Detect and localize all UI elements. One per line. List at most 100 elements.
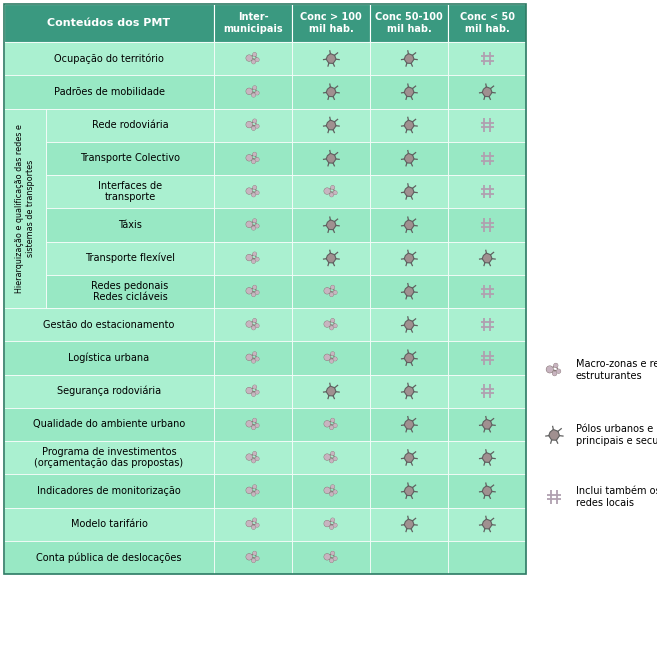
Polygon shape xyxy=(482,253,492,263)
Polygon shape xyxy=(404,319,414,330)
Circle shape xyxy=(251,426,256,430)
Bar xyxy=(4,541,214,574)
Circle shape xyxy=(324,487,330,493)
Circle shape xyxy=(246,321,252,327)
Bar xyxy=(370,4,448,42)
Text: Pólos urbanos e rede
principais e secundárias: Pólos urbanos e rede principais e secund… xyxy=(576,424,657,446)
Circle shape xyxy=(330,293,334,297)
Circle shape xyxy=(330,459,334,463)
Bar xyxy=(292,541,370,574)
Bar xyxy=(292,375,370,408)
Circle shape xyxy=(253,418,257,422)
Circle shape xyxy=(333,457,338,461)
Circle shape xyxy=(252,93,256,97)
Bar xyxy=(292,341,370,375)
Circle shape xyxy=(246,454,252,460)
Circle shape xyxy=(556,369,561,373)
Polygon shape xyxy=(404,453,414,462)
Circle shape xyxy=(324,287,330,294)
Polygon shape xyxy=(404,286,414,296)
Circle shape xyxy=(252,551,257,555)
Circle shape xyxy=(252,126,256,130)
Bar xyxy=(214,408,292,441)
Circle shape xyxy=(333,290,337,295)
Circle shape xyxy=(246,221,253,228)
Bar xyxy=(292,441,370,474)
Circle shape xyxy=(324,321,330,327)
Text: Rede rodoviária: Rede rodoviária xyxy=(92,120,168,130)
Circle shape xyxy=(252,451,257,456)
Bar xyxy=(4,42,214,75)
Circle shape xyxy=(252,459,256,463)
Polygon shape xyxy=(482,486,492,495)
Bar xyxy=(214,142,292,175)
Circle shape xyxy=(255,490,260,494)
Circle shape xyxy=(330,551,335,555)
Polygon shape xyxy=(482,453,492,462)
Circle shape xyxy=(330,319,334,322)
Circle shape xyxy=(547,366,553,373)
Circle shape xyxy=(252,160,256,164)
Circle shape xyxy=(246,255,252,261)
Circle shape xyxy=(253,152,257,156)
Circle shape xyxy=(246,155,252,161)
Text: Gestão do estacionamento: Gestão do estacionamento xyxy=(43,320,175,330)
Bar xyxy=(448,241,526,275)
Circle shape xyxy=(255,556,260,561)
Polygon shape xyxy=(326,386,336,396)
Text: Modelo tarifário: Modelo tarifário xyxy=(70,519,147,529)
Bar xyxy=(370,75,448,108)
Polygon shape xyxy=(326,220,336,230)
Circle shape xyxy=(333,557,337,561)
Circle shape xyxy=(253,385,257,389)
Circle shape xyxy=(255,424,259,428)
Bar xyxy=(370,175,448,208)
Bar xyxy=(370,474,448,508)
Circle shape xyxy=(252,226,256,230)
Text: Indicadores de monitorização: Indicadores de monitorização xyxy=(37,486,181,496)
Circle shape xyxy=(330,418,334,422)
Circle shape xyxy=(333,190,338,195)
Circle shape xyxy=(252,559,256,562)
Circle shape xyxy=(330,518,335,522)
Bar xyxy=(46,208,214,241)
Bar xyxy=(370,408,448,441)
Circle shape xyxy=(255,257,260,261)
Circle shape xyxy=(251,492,256,497)
Bar xyxy=(448,375,526,408)
Bar xyxy=(292,508,370,541)
Circle shape xyxy=(251,126,256,131)
Circle shape xyxy=(553,363,558,368)
Bar xyxy=(370,375,448,408)
Polygon shape xyxy=(326,87,336,97)
Circle shape xyxy=(553,372,556,376)
Bar xyxy=(46,275,214,308)
Bar xyxy=(4,341,214,375)
Bar xyxy=(370,508,448,541)
Circle shape xyxy=(333,357,337,361)
Circle shape xyxy=(246,55,253,62)
Circle shape xyxy=(255,124,259,128)
Circle shape xyxy=(251,159,256,164)
Bar xyxy=(292,208,370,241)
Circle shape xyxy=(252,518,257,522)
Circle shape xyxy=(333,357,338,361)
Polygon shape xyxy=(326,253,336,263)
Text: Inter-
municipais: Inter- municipais xyxy=(223,12,283,34)
Bar xyxy=(214,474,292,508)
Circle shape xyxy=(252,352,257,356)
Circle shape xyxy=(330,359,334,363)
Text: Programa de investimentos
(orçamentação das propostas): Programa de investimentos (orçamentação … xyxy=(34,447,183,468)
Circle shape xyxy=(333,457,337,461)
Bar xyxy=(214,441,292,474)
Circle shape xyxy=(251,459,256,463)
Polygon shape xyxy=(404,87,414,97)
Circle shape xyxy=(253,52,257,56)
Circle shape xyxy=(329,492,334,497)
Circle shape xyxy=(255,58,259,62)
Circle shape xyxy=(255,124,260,128)
Circle shape xyxy=(255,357,260,361)
Circle shape xyxy=(255,191,259,195)
Circle shape xyxy=(246,553,253,561)
Text: Macro-zonas e redes
estruturantes: Macro-zonas e redes estruturantes xyxy=(576,359,657,381)
